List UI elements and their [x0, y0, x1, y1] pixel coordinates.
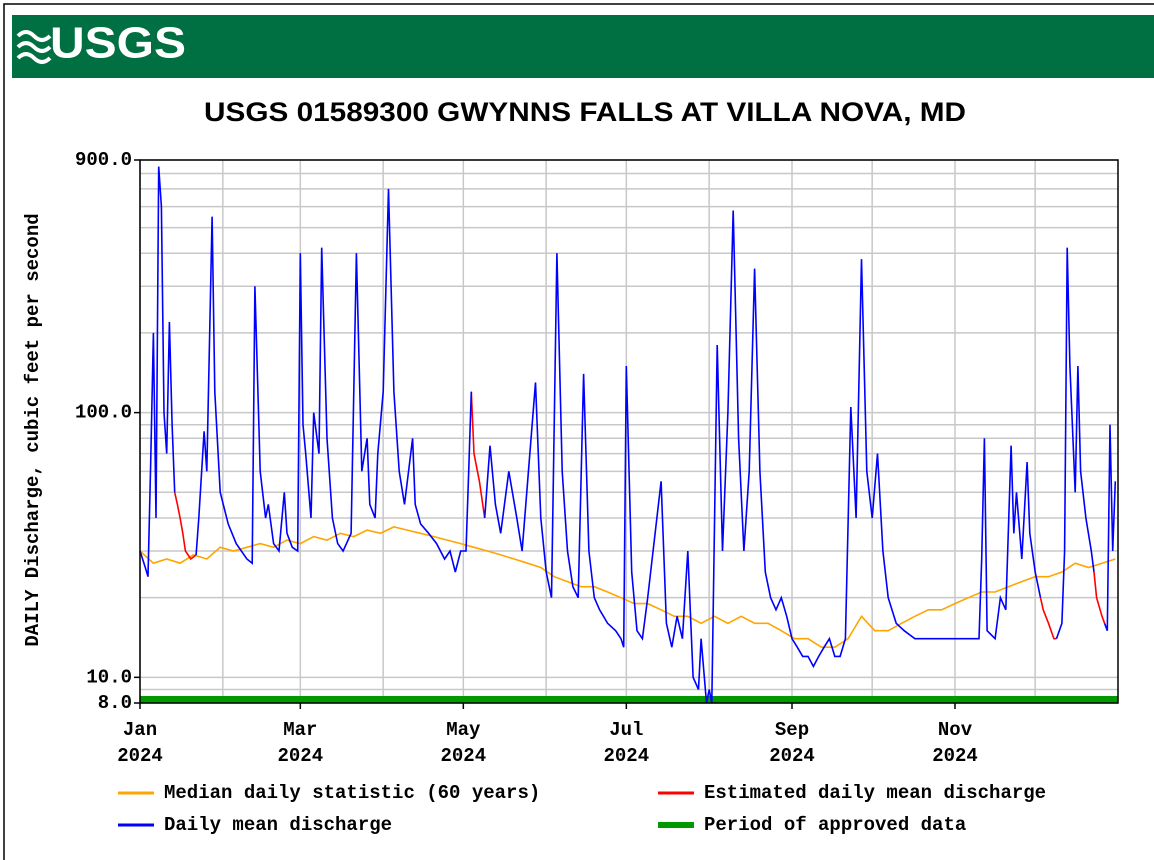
approved-period — [140, 696, 1118, 703]
series-line — [139, 526, 1116, 648]
x-tick-label: Jul 2024 — [603, 719, 650, 767]
series-line — [173, 391, 1106, 640]
y-tick-label: 100.0 — [75, 402, 132, 424]
header-bar — [12, 15, 1154, 78]
x-tick-label: Nov 2024 — [932, 719, 978, 767]
x-tick-label: Sep 2024 — [769, 719, 815, 767]
x-tick-label: Jan 2024 — [117, 719, 163, 767]
legend-label: Daily mean discharge — [164, 814, 392, 836]
series-line — [139, 166, 1117, 704]
logo: USGS — [50, 19, 186, 68]
legend-label: Period of approved data — [704, 814, 966, 836]
y-tick-label: 10.0 — [86, 666, 132, 688]
y-axis-label: DAILY Discharge, cubic feet per second — [22, 213, 44, 646]
frame — [3, 3, 1154, 860]
y-tick-label: 8.0 — [98, 692, 132, 714]
legend-label: Median daily statistic (60 years) — [164, 782, 540, 804]
logo-waves — [16, 30, 52, 64]
y-tick-label: 900.0 — [75, 149, 132, 171]
chart-title: USGS 01589300 GWYNNS FALLS AT VILLA NOVA… — [204, 97, 966, 127]
plot-border — [139, 159, 1119, 704]
x-tick-label: May 2024 — [440, 719, 487, 767]
x-tick-label: Mar 2024 — [277, 719, 324, 767]
legend-label: Estimated daily mean discharge — [704, 782, 1046, 804]
